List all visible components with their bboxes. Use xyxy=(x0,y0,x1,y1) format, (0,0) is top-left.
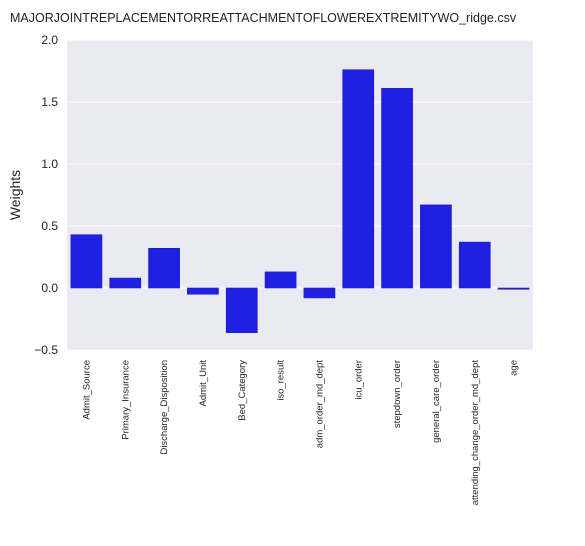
x-tick-label: Primary_Insurance xyxy=(120,360,131,440)
y-tick-label: 0.5 xyxy=(41,219,58,233)
x-tick-label: icu_order xyxy=(353,360,364,400)
y-axis-label: Weights xyxy=(7,170,23,220)
bar-general-care-order xyxy=(420,204,452,289)
x-tick-label: attending_change_order_md_dept xyxy=(470,360,481,506)
x-tick-label: Bed_Category xyxy=(237,360,248,421)
bars xyxy=(70,69,530,333)
x-tick-label: adm_order_md_dept xyxy=(314,360,325,449)
x-tick-label: general_care_order xyxy=(431,360,442,443)
bar-adm-order-md-dept xyxy=(303,287,336,299)
bar-admit-unit xyxy=(187,287,219,295)
grid-lines xyxy=(67,39,533,351)
bar-age xyxy=(497,287,530,290)
bar-bed-category xyxy=(225,287,258,333)
x-tick-label: Discharge_Disposition xyxy=(159,360,170,455)
y-tick-label: 0.0 xyxy=(41,281,58,295)
y-tick-label: 1.5 xyxy=(41,95,58,109)
y-tick-label: 2.0 xyxy=(41,33,58,47)
bar-primary-insurance xyxy=(109,277,142,289)
y-axis-ticks: −0.5 0.0 0.5 1.0 1.5 2.0 xyxy=(34,33,58,357)
plot-area xyxy=(67,40,533,350)
x-tick-label: stepdown_order xyxy=(392,360,403,428)
chart-title: MAJORJOINTREPLACEMENTORREATTACHMENTOFLOW… xyxy=(10,11,517,25)
x-axis-ticks: Admit_Source Primary_Insurance Discharge_D… xyxy=(81,360,519,506)
bar-stepdown-order xyxy=(381,88,413,289)
x-tick-label: iso_result xyxy=(276,360,287,401)
bar-iso-result xyxy=(264,271,297,289)
y-tick-label: −0.5 xyxy=(34,343,58,357)
x-tick-label: Admit_Unit xyxy=(198,360,209,407)
bar-attending-change-order-md-dept xyxy=(458,241,491,289)
bar-discharge-disposition xyxy=(148,248,180,289)
x-tick-label: Admit_Source xyxy=(81,360,92,420)
bar-admit-source xyxy=(70,234,103,289)
bar-icu-order xyxy=(342,69,375,289)
y-tick-label: 1.0 xyxy=(41,157,58,171)
x-tick-label: age xyxy=(509,360,520,376)
